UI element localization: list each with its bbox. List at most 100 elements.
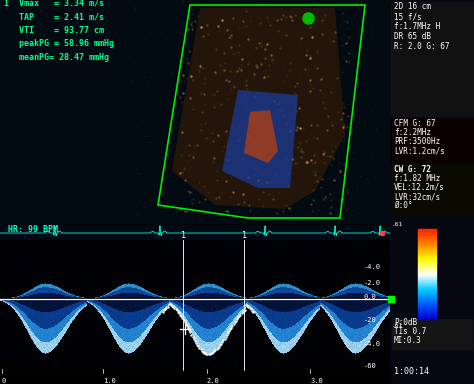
Bar	[418, 266, 436, 268]
Text: Ø:0°: Ø:0°	[394, 201, 412, 210]
Text: -4.0: -4.0	[364, 341, 381, 348]
Text: TIs 0.7: TIs 0.7	[394, 327, 427, 336]
Text: -20: -20	[364, 318, 377, 323]
Bar	[418, 241, 436, 243]
Bar	[0, 240, 390, 373]
Text: CFM G: 67: CFM G: 67	[394, 119, 436, 128]
Bar	[418, 285, 436, 286]
Bar	[418, 271, 436, 273]
Bar	[418, 292, 436, 293]
Bar	[418, 265, 436, 266]
Text: f:1.7MHz H: f:1.7MHz H	[394, 22, 440, 31]
Bar	[0, 0, 390, 223]
Bar	[418, 318, 436, 319]
Bar	[418, 268, 436, 270]
Bar	[418, 233, 436, 235]
Bar	[391, 119, 473, 162]
Text: PRF:3500Hz: PRF:3500Hz	[394, 137, 440, 146]
Bar	[418, 280, 436, 281]
Bar	[418, 255, 436, 256]
Bar	[0, 371, 390, 384]
Text: f:1.82 MHz: f:1.82 MHz	[394, 174, 440, 183]
Text: 15 f/s: 15 f/s	[394, 12, 422, 21]
Text: TAP    = 2.41 m/s: TAP = 2.41 m/s	[4, 13, 104, 22]
Bar	[418, 253, 436, 255]
Bar	[418, 311, 436, 313]
Bar	[418, 301, 436, 303]
Bar	[418, 273, 436, 274]
Bar	[418, 307, 436, 308]
Bar	[418, 235, 436, 237]
Bar	[418, 296, 436, 298]
Text: 2D 16 cm: 2D 16 cm	[394, 2, 431, 11]
Text: 2.0: 2.0	[207, 378, 219, 384]
Text: 1  Vmax   = 3.34 m/s: 1 Vmax = 3.34 m/s	[4, 0, 104, 8]
Polygon shape	[222, 90, 298, 188]
Text: f:2.2MHz: f:2.2MHz	[394, 128, 431, 137]
Bar	[418, 293, 436, 295]
Text: .61: .61	[392, 323, 403, 328]
Bar	[418, 286, 436, 288]
Text: HR: 99 BPM: HR: 99 BPM	[8, 225, 58, 234]
Bar	[418, 283, 436, 285]
Text: 1: 1	[180, 231, 185, 240]
Bar	[418, 300, 436, 301]
Bar	[0, 225, 390, 240]
Bar	[418, 237, 436, 238]
Bar	[418, 291, 436, 292]
Text: P:0dB: P:0dB	[394, 318, 417, 327]
Bar	[418, 248, 436, 250]
Bar	[418, 304, 436, 306]
Bar	[418, 275, 436, 277]
Bar	[418, 258, 436, 259]
Bar	[391, 165, 473, 214]
Bar	[418, 303, 436, 304]
Bar	[418, 306, 436, 307]
Bar	[418, 238, 436, 240]
Bar	[418, 277, 436, 278]
Text: R: 2.0 G: 67: R: 2.0 G: 67	[394, 42, 449, 51]
Bar	[418, 274, 436, 275]
Bar	[418, 256, 436, 258]
Bar	[418, 316, 436, 318]
Bar	[418, 262, 436, 263]
Bar	[418, 240, 436, 241]
Bar	[418, 270, 436, 271]
Bar	[418, 252, 436, 253]
Bar	[418, 298, 436, 300]
Text: CW G: 72: CW G: 72	[394, 165, 431, 174]
Text: 1: 1	[241, 231, 246, 240]
Text: DR 65 dB: DR 65 dB	[394, 32, 431, 41]
Bar	[418, 308, 436, 310]
Bar	[418, 295, 436, 296]
Text: 1:00:14: 1:00:14	[394, 367, 429, 376]
Bar	[418, 313, 436, 314]
Text: 0: 0	[2, 378, 6, 384]
Text: 0.0: 0.0	[364, 293, 377, 300]
Bar	[418, 259, 436, 260]
Bar	[391, 2, 473, 116]
Bar	[418, 289, 436, 291]
Bar	[418, 288, 436, 289]
Polygon shape	[172, 8, 345, 209]
Text: MI:0.3: MI:0.3	[394, 336, 422, 345]
Text: peakPG = 58.96 mmHg: peakPG = 58.96 mmHg	[4, 40, 114, 48]
Text: -60: -60	[364, 362, 377, 369]
Bar	[418, 245, 436, 247]
Bar	[418, 278, 436, 280]
Polygon shape	[244, 110, 278, 163]
Bar	[418, 260, 436, 262]
Bar	[418, 281, 436, 283]
Bar	[418, 310, 436, 311]
Bar	[418, 314, 436, 316]
Text: VEL:12.2m/s: VEL:12.2m/s	[394, 183, 445, 192]
Text: -2.0: -2.0	[364, 280, 381, 286]
Bar	[418, 230, 436, 232]
Text: meanPG= 28.47 mmHg: meanPG= 28.47 mmHg	[4, 53, 109, 62]
Text: .61: .61	[392, 222, 403, 227]
Bar	[418, 263, 436, 265]
Bar	[392, 319, 472, 349]
Text: LVR:32cm/s: LVR:32cm/s	[394, 192, 440, 201]
Text: 1.0: 1.0	[103, 378, 116, 384]
Bar	[418, 250, 436, 252]
